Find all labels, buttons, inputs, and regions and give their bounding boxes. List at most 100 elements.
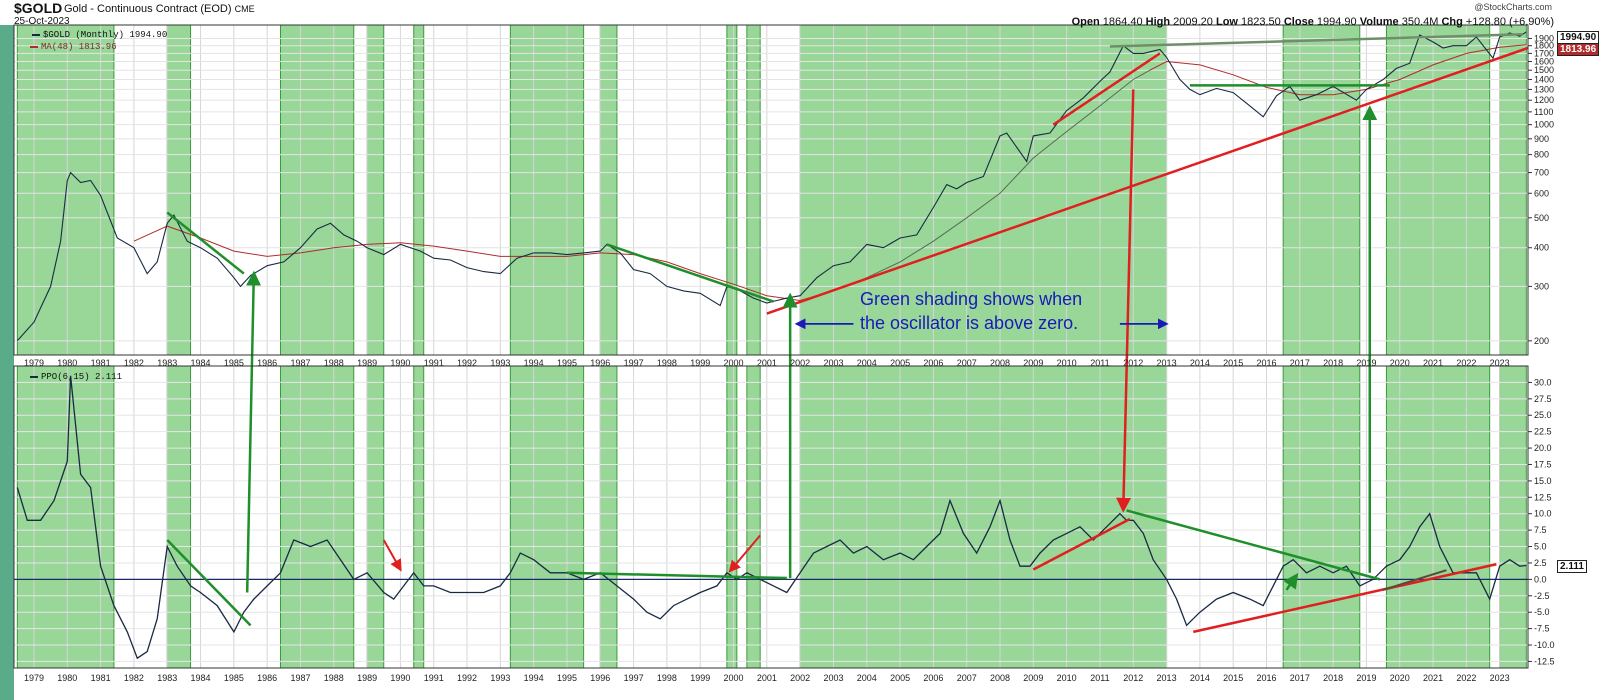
price-x-tick-label: 1981 xyxy=(91,358,111,368)
legend-price-swatch xyxy=(32,33,40,36)
annotation-line-1: Green shading shows when xyxy=(860,289,1083,309)
ppo-x-tick-label: 2013 xyxy=(1157,673,1177,683)
ppo-y-tick-label: 2.5 xyxy=(1534,558,1547,568)
ppo-x-tick-label: 1991 xyxy=(424,673,444,683)
price-x-tick-label: 1980 xyxy=(57,358,77,368)
price-x-tick-label: 2005 xyxy=(890,358,910,368)
ppo-x-tick-label: 1979 xyxy=(24,673,44,683)
price-shade-band xyxy=(1282,24,1361,356)
ppo-y-tick-label: -5.0 xyxy=(1534,607,1550,617)
close-label: Close xyxy=(1283,16,1314,28)
price-x-tick-label: 1982 xyxy=(124,358,144,368)
close-value: 1994.90 xyxy=(1316,16,1357,28)
arrow-red-2000 xyxy=(728,534,761,573)
ppo-shade-band xyxy=(1385,365,1491,669)
ppo-dark-trend-2019 xyxy=(1382,569,1447,591)
credit-text: @StockCharts.com xyxy=(1474,2,1552,12)
arrow-red-2012 xyxy=(1116,89,1135,513)
price-x-tick-label: 2008 xyxy=(990,358,1010,368)
legend-ppo-text: PPO(6,15) 2.111 xyxy=(41,372,123,382)
ppo-x-tick-label: 1994 xyxy=(524,673,544,683)
ppo-shade-band xyxy=(1499,365,1527,669)
price-x-tick-label: 2012 xyxy=(1123,358,1143,368)
ppo-x-tick-label: 2004 xyxy=(857,673,877,683)
price-x-tick-label: 1996 xyxy=(590,358,610,368)
price-x-tick-label: 2016 xyxy=(1256,358,1276,368)
price-x-tick-label: 1997 xyxy=(624,358,644,368)
price-x-tick-label: 1989 xyxy=(357,358,377,368)
ppo-x-tick-label: 1983 xyxy=(157,673,177,683)
price-shade-band xyxy=(279,24,355,356)
ppo-y-tick-label: 12.5 xyxy=(1534,492,1552,502)
price-x-tick-label: 2001 xyxy=(757,358,777,368)
low-value: 1823.50 xyxy=(1241,16,1281,28)
ppo-shade-band xyxy=(16,365,115,669)
price-y-tick-label: 1500 xyxy=(1534,65,1554,75)
legend-price-text: $GOLD (Monthly) 1994.90 xyxy=(43,30,168,40)
ppo-y-tick-label: 20.0 xyxy=(1534,443,1552,453)
ppo-x-tick-label: 2015 xyxy=(1223,673,1243,683)
price-downtrend-1996 xyxy=(606,243,774,303)
price-downtrend-1983 xyxy=(166,211,245,275)
ppo-y-tick-label: 22.5 xyxy=(1534,427,1552,437)
ppo-y-tick-label: -12.5 xyxy=(1534,656,1555,666)
price-x-tick-label: 2023 xyxy=(1490,358,1510,368)
symbol-title: $GOLD xyxy=(14,0,63,16)
ppo-x-tick-label: 1988 xyxy=(324,673,344,683)
arrow-red-1989 xyxy=(382,539,402,572)
price-x-tick-label: 1985 xyxy=(224,358,244,368)
legend-ma-text: MA(48) 1813.96 xyxy=(41,42,117,52)
ppo-x-tick-label: 2014 xyxy=(1190,673,1210,683)
ppo-x-tick-label: 2002 xyxy=(790,673,810,683)
price-uptrend-long xyxy=(766,46,1529,315)
ppo-shade-band xyxy=(509,365,585,669)
price-uptrend-2009 xyxy=(1052,52,1161,126)
ppo-panel-frame xyxy=(13,365,1529,669)
ppo-shade-band xyxy=(746,365,761,669)
ppo-x-tick-label: 2001 xyxy=(757,673,777,683)
ma48-line-late xyxy=(1149,44,1527,96)
price-y-tick-label: 1700 xyxy=(1534,48,1554,58)
open-value: 1864.40 xyxy=(1102,16,1143,28)
contract-description: Gold - Continuous Contract (EOD) CME xyxy=(64,3,255,15)
ppo-x-tick-label: 2009 xyxy=(1023,673,1043,683)
price-x-tick-label: 2014 xyxy=(1190,358,1210,368)
volume-label: Volume xyxy=(1359,16,1399,28)
price-x-tick-label: 1990 xyxy=(390,358,410,368)
ppo-x-tick-label: 2016 xyxy=(1256,673,1276,683)
ppo-line xyxy=(16,375,1527,660)
ppo-y-tick-label: 15.0 xyxy=(1534,476,1552,486)
price-shade-band xyxy=(16,24,115,356)
price-x-tick-label: 2013 xyxy=(1157,358,1177,368)
price-x-tick-label: 2019 xyxy=(1356,358,1376,368)
price-x-tick-label: 1998 xyxy=(657,358,677,368)
ppo-x-tick-label: 1997 xyxy=(624,673,644,683)
price-x-tick-label: 2022 xyxy=(1456,358,1476,368)
price-resistance-line xyxy=(1109,33,1524,48)
ppo-x-tick-label: 1989 xyxy=(357,673,377,683)
ppo-y-tick-label: 17.5 xyxy=(1534,459,1552,469)
price-y-tick-label: 300 xyxy=(1534,281,1549,291)
shading-annotation: Green shading shows when the oscillator … xyxy=(860,287,1082,335)
price-shade-band xyxy=(599,24,618,356)
price-shade-band xyxy=(413,24,425,356)
price-y-tick-label: 700 xyxy=(1534,168,1549,178)
price-x-tick-label: 1988 xyxy=(324,358,344,368)
annotation-line-2: the oscillator is above zero. xyxy=(860,313,1079,333)
price-shade-band xyxy=(726,24,738,356)
ppo-downtrend-2012 xyxy=(1126,509,1381,581)
price-x-tick-label: 2003 xyxy=(823,358,843,368)
ppo-x-tick-label: 2019 xyxy=(1356,673,1376,683)
price-shade-band xyxy=(166,24,192,356)
ppo-shade-band xyxy=(726,365,738,669)
legend-ppo-swatch xyxy=(30,375,38,378)
price-x-tick-label: 1979 xyxy=(24,358,44,368)
green-shading xyxy=(16,24,1527,669)
ppo-value-label: 2.111 xyxy=(1557,560,1587,573)
ppo-x-tick-label: 1980 xyxy=(57,673,77,683)
axes: 1979 1979 1980 1980 1981 1981 1982 1982 1983 1983… xyxy=(24,33,1555,683)
ppo-y-tick-label: -2.5 xyxy=(1534,591,1550,601)
price-x-tick-label: 1983 xyxy=(157,358,177,368)
ppo-x-tick-label: 2007 xyxy=(957,673,977,683)
price-shade-band xyxy=(1385,24,1491,356)
